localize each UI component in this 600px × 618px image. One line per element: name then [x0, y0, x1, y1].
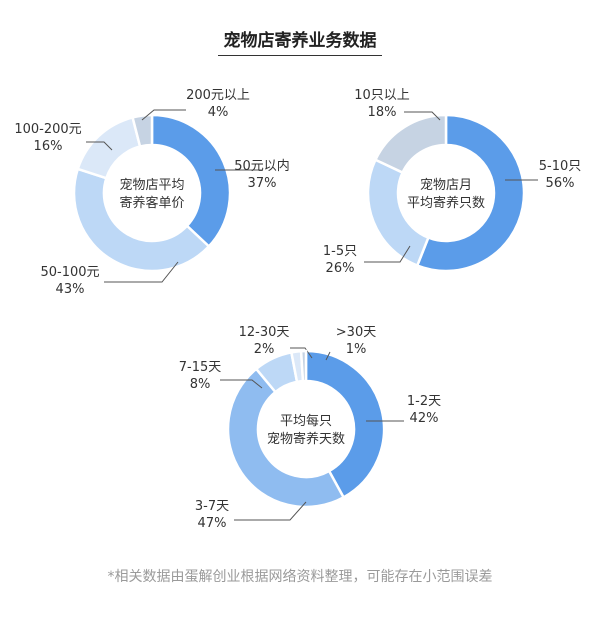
slice-category-label: >30天 — [336, 325, 376, 340]
donut-center-label: 寄养客单价 — [119, 195, 184, 211]
slice-category-label: 50-100元 — [40, 265, 99, 280]
slice-category-label: 100-200元 — [14, 122, 81, 137]
slice-value-label: 16% — [34, 139, 63, 154]
leader-line — [404, 111, 441, 121]
slice-category-label: 5-10只 — [539, 159, 582, 174]
donut-slice — [304, 349, 386, 500]
footnote: *相关数据由蛋解创业根据网络资料整理，可能存在小范围误差 — [107, 569, 493, 585]
slice-value-label: 56% — [546, 176, 575, 191]
donut-slice — [366, 158, 430, 268]
slice-category-label: 50元以内 — [234, 158, 290, 174]
slice-value-label: 26% — [326, 261, 355, 276]
slice-category-label: 10只以上 — [354, 88, 410, 103]
donut-slice — [131, 113, 154, 149]
slice-category-label: 200元以上 — [186, 88, 250, 103]
slice-value-label: 4% — [208, 105, 229, 120]
leader-line — [104, 261, 179, 283]
donut-center-label: 平均寄养只数 — [407, 195, 485, 211]
donut-center-label: 宠物店月 — [420, 177, 472, 193]
donut-center-label: 宠物店平均 — [119, 177, 184, 193]
slice-value-label: 8% — [190, 377, 211, 392]
donut-slice — [373, 113, 448, 175]
slice-category-label: 3-7天 — [195, 499, 229, 514]
slice-category-label: 1-2天 — [407, 394, 441, 409]
slice-value-label: 18% — [368, 105, 397, 120]
slice-category-label: 7-15天 — [179, 360, 222, 375]
leader-line — [141, 109, 186, 121]
slice-category-label: 1-5只 — [323, 244, 357, 259]
leader-line — [86, 141, 113, 151]
donut-center-label: 平均每只 — [280, 413, 332, 429]
donut-slice — [150, 113, 232, 249]
leader-line — [325, 351, 331, 361]
slice-value-label: 42% — [410, 411, 439, 426]
leader-line — [234, 501, 307, 521]
donut-slice — [76, 115, 142, 180]
title-underline — [218, 55, 382, 56]
slice-value-label: 43% — [56, 282, 85, 297]
slice-value-label: 47% — [198, 516, 227, 531]
leader-line — [290, 347, 313, 359]
slice-category-label: 12-30天 — [239, 325, 290, 340]
donut-charts: 50元以内 37% 50-100元 43% 100-200元 16% 200元以上 4% 宠物店… — [14, 88, 581, 531]
donut-chart-1: 50元以内 37% 50-100元 43% 100-200元 16% 200元以上 4% 宠物店… — [14, 88, 289, 297]
donut-slice — [299, 349, 308, 383]
donut-chart-3: 1-2天 42% 3-7天 47% 7-15天 8% 12-30天 2% >30天 1% 平均每只宠… — [179, 325, 441, 531]
donut-center-label: 宠物寄养天数 — [267, 431, 345, 447]
slice-value-label: 1% — [346, 342, 367, 357]
donut-slice — [226, 367, 346, 509]
slice-value-label: 2% — [254, 342, 275, 357]
page-title: 宠物店寄养业务数据 — [223, 31, 377, 51]
donut-slice — [72, 167, 211, 273]
slice-value-label: 37% — [248, 176, 277, 191]
leader-line — [220, 379, 263, 389]
donut-slice — [415, 113, 526, 273]
leader-line — [364, 245, 411, 263]
